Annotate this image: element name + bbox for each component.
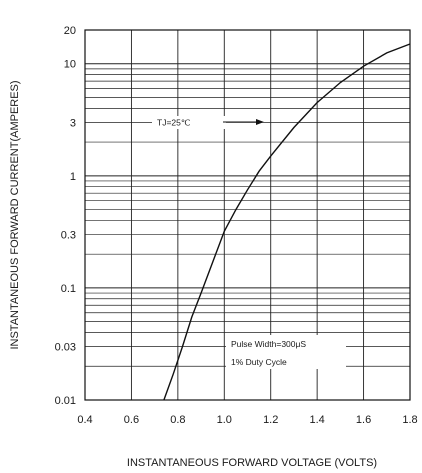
pulse-annotation: Pulse Width=300μS — [231, 339, 306, 349]
x-tick-label: 1.6 — [356, 414, 371, 426]
y-tick-label: 0.3 — [61, 229, 76, 241]
y-tick-label: 0.03 — [55, 342, 76, 354]
duty-annotation: 1% Duty Cycle — [231, 357, 287, 367]
temp-annotation: TJ=25℃ — [157, 118, 191, 128]
x-tick-label: 1.2 — [263, 414, 278, 426]
x-tick-label: 0.6 — [124, 414, 139, 426]
x-axis-title: INSTANTANEOUS FORWARD VOLTAGE (VOLTS) — [127, 457, 377, 469]
y-tick-label: 1 — [70, 171, 76, 183]
x-tick-labels: 0.4 0.6 0.8 1.0 1.2 1.4 1.6 1.8 — [77, 414, 417, 426]
y-tick-label: 10 — [64, 59, 76, 71]
temp-label-bg — [152, 116, 226, 129]
x-tick-label: 1.0 — [217, 414, 232, 426]
x-tick-label: 0.4 — [77, 414, 92, 426]
y-tick-label: 20 — [64, 25, 76, 37]
y-tick-labels: 0.01 0.03 0.1 0.3 1 3 10 20 — [55, 25, 76, 407]
pulse-label-bg — [226, 335, 346, 369]
y-tick-label: 0.01 — [55, 395, 76, 407]
y-axis-title: INSTANTANEOUS FORWARD CURRENT(AMPERES) — [9, 80, 21, 349]
vertical-gridlines — [130, 30, 365, 400]
y-tick-label: 3 — [70, 117, 76, 129]
x-tick-label: 0.8 — [170, 414, 185, 426]
x-tick-label: 1.4 — [309, 414, 324, 426]
x-tick-label: 1.8 — [402, 414, 417, 426]
temp-arrow-head — [256, 119, 264, 125]
forward-current-curve — [163, 43, 411, 401]
horizontal-gridlines — [85, 63, 410, 367]
y-tick-label: 0.1 — [61, 283, 76, 295]
plot-frame — [84, 29, 411, 401]
